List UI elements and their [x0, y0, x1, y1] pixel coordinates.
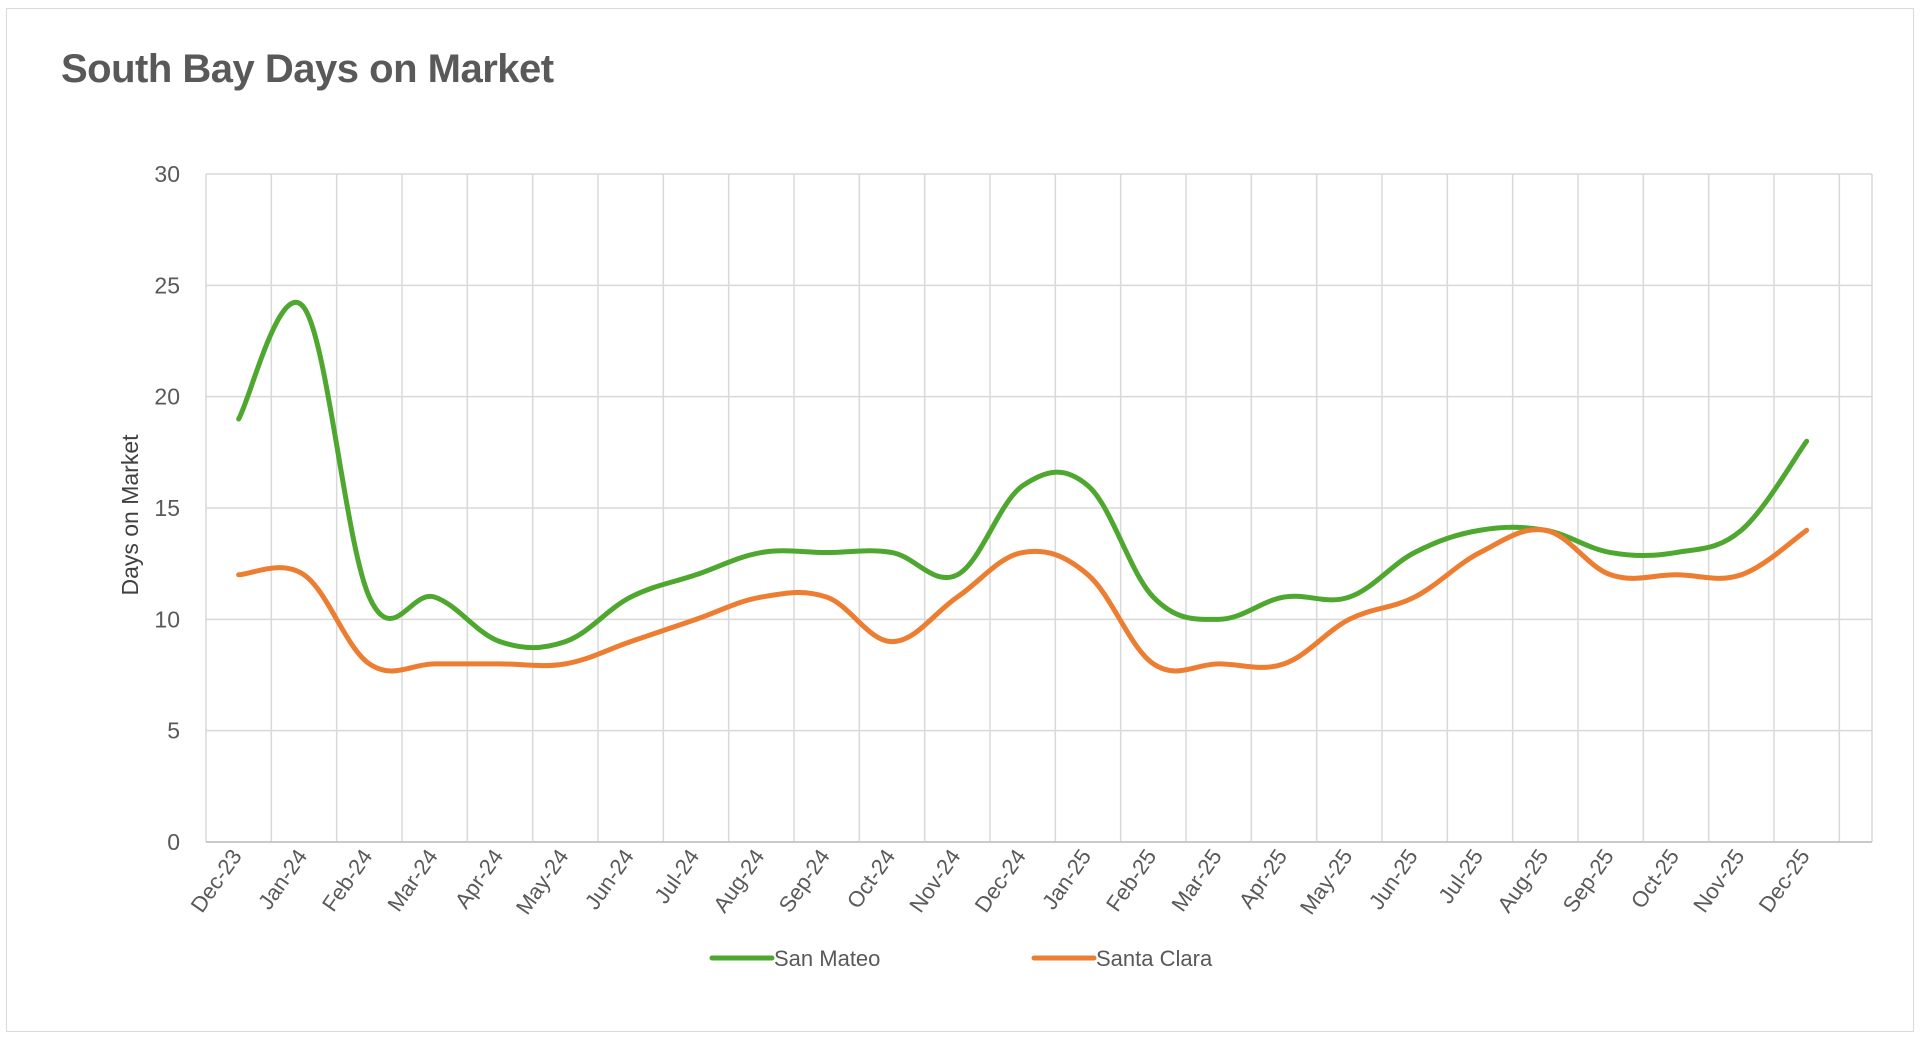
x-tick-label: Aug-25 — [1492, 845, 1553, 917]
legend-label: San Mateo — [774, 946, 880, 971]
data-point — [628, 639, 633, 644]
x-tick-label: May-24 — [511, 845, 574, 919]
y-tick-label: 30 — [154, 161, 180, 187]
x-tick-label: Feb-25 — [1101, 845, 1161, 916]
data-point — [498, 639, 503, 644]
x-tick-label: Jan-24 — [253, 845, 312, 914]
x-tick-label: Apr-24 — [450, 845, 508, 913]
x-tick-label: Feb-24 — [317, 845, 377, 916]
data-point — [432, 661, 437, 666]
data-point — [1282, 661, 1287, 666]
data-point — [1412, 595, 1417, 600]
series-line-san-mateo — [236, 300, 1810, 651]
x-tick-label: Dec-24 — [970, 845, 1031, 917]
data-point — [563, 661, 568, 666]
y-axis-label: Days on Market — [117, 434, 143, 596]
x-tick-label: Mar-25 — [1166, 845, 1226, 916]
data-point — [759, 550, 764, 555]
data-point — [367, 661, 372, 666]
y-tick-label: 10 — [154, 606, 180, 632]
data-point — [1086, 483, 1091, 488]
x-tick-label: Sep-25 — [1558, 845, 1619, 917]
data-point — [1478, 550, 1483, 555]
x-tick-label: Jun-24 — [580, 845, 639, 914]
x-tick-label: Jul-24 — [649, 845, 704, 908]
data-point — [1739, 528, 1744, 533]
data-point — [759, 595, 764, 600]
x-tick-label: Oct-24 — [842, 845, 900, 913]
data-point — [1543, 528, 1548, 533]
data-point — [1608, 550, 1613, 555]
data-point — [1674, 572, 1679, 577]
data-point — [1282, 595, 1287, 600]
data-point — [236, 572, 241, 577]
grid-layer — [205, 173, 1873, 843]
x-tick-label: Apr-25 — [1234, 845, 1292, 913]
data-point — [236, 416, 241, 421]
y-tick-label: 25 — [154, 272, 180, 298]
data-point — [1674, 550, 1679, 555]
data-point — [1412, 550, 1417, 555]
data-point — [824, 595, 829, 600]
data-point — [955, 572, 960, 577]
data-point — [1608, 572, 1613, 577]
y-tick-label: 5 — [167, 718, 180, 744]
x-tick-label: Oct-25 — [1626, 845, 1684, 913]
x-tick-label: Nov-24 — [904, 845, 965, 917]
data-point — [367, 595, 372, 600]
x-tick-label: Jul-25 — [1433, 845, 1488, 908]
data-point — [824, 550, 829, 555]
data-point — [1739, 572, 1744, 577]
x-tick-label: Sep-24 — [774, 845, 835, 917]
x-tick-label: Dec-25 — [1754, 845, 1815, 917]
data-point — [1804, 439, 1809, 444]
chart-title: South Bay Days on Market — [61, 47, 554, 91]
data-point — [563, 639, 568, 644]
series-line-santa-clara — [236, 527, 1810, 674]
data-point — [498, 661, 503, 666]
legend: San Mateo Santa Clara — [709, 946, 1213, 971]
x-tick-label: Nov-25 — [1688, 845, 1749, 917]
x-tick-label: Mar-24 — [382, 845, 442, 916]
x-tick-label: Aug-24 — [708, 845, 769, 917]
data-point — [890, 550, 895, 555]
data-point — [1216, 617, 1221, 622]
chart-frame: South Bay Days on Market — [6, 8, 1914, 1032]
data-point — [302, 572, 307, 577]
data-point — [302, 305, 307, 310]
data-point — [694, 572, 699, 577]
y-tick-label: 15 — [154, 495, 180, 521]
data-point — [1151, 661, 1156, 666]
x-tick-label: Jan-25 — [1037, 845, 1096, 914]
legend-label: Santa Clara — [1096, 946, 1213, 971]
data-point — [1347, 595, 1352, 600]
data-point — [1086, 572, 1091, 577]
data-point — [432, 595, 437, 600]
data-point — [1151, 595, 1156, 600]
y-tick-label: 20 — [154, 384, 180, 410]
data-point — [890, 639, 895, 644]
series-layer — [236, 300, 1810, 674]
y-tick-label: 0 — [167, 829, 180, 855]
data-point — [628, 595, 633, 600]
x-tick-label: Dec-23 — [186, 845, 247, 917]
x-tick-label: May-25 — [1295, 845, 1358, 919]
data-point — [955, 595, 960, 600]
x-tick-label: Jun-25 — [1364, 845, 1423, 914]
data-point — [1216, 661, 1221, 666]
data-point — [694, 617, 699, 622]
data-point — [1804, 528, 1809, 533]
data-point — [1347, 617, 1352, 622]
data-point — [1020, 550, 1025, 555]
data-point — [1020, 483, 1025, 488]
data-point — [1478, 528, 1483, 533]
